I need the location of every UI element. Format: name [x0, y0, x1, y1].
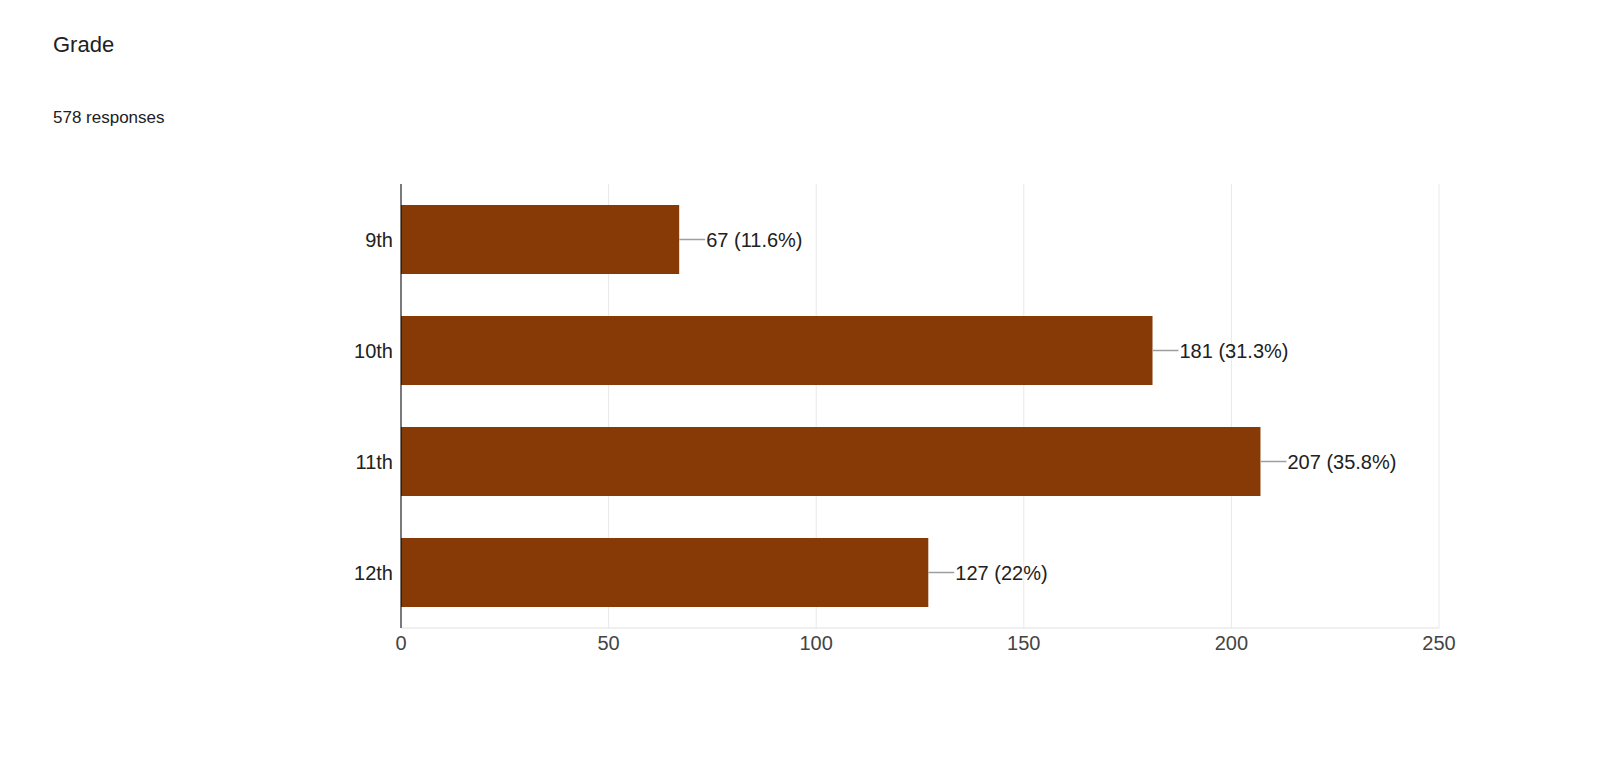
svg-text:100: 100 [800, 632, 833, 654]
svg-text:127 (22%): 127 (22%) [955, 562, 1047, 584]
svg-text:50: 50 [597, 632, 619, 654]
svg-text:181 (31.3%): 181 (31.3%) [1180, 340, 1289, 362]
svg-text:0: 0 [395, 632, 406, 654]
svg-text:11th: 11th [356, 451, 393, 473]
html-text:578 responses: 578 responses [53, 108, 165, 127]
html-text:Grade: Grade [53, 32, 115, 57]
svg-text:12th: 12th [354, 562, 393, 584]
svg-text:9th: 9th [365, 229, 393, 251]
svg-text:250: 250 [1422, 632, 1455, 654]
svg-text:10th: 10th [354, 340, 393, 362]
svg-text:67 (11.6%): 67 (11.6%) [706, 229, 802, 251]
svg-text:207 (35.8%): 207 (35.8%) [1287, 451, 1396, 473]
svg-text:200: 200 [1215, 632, 1248, 654]
svg-text:150: 150 [1007, 632, 1040, 654]
